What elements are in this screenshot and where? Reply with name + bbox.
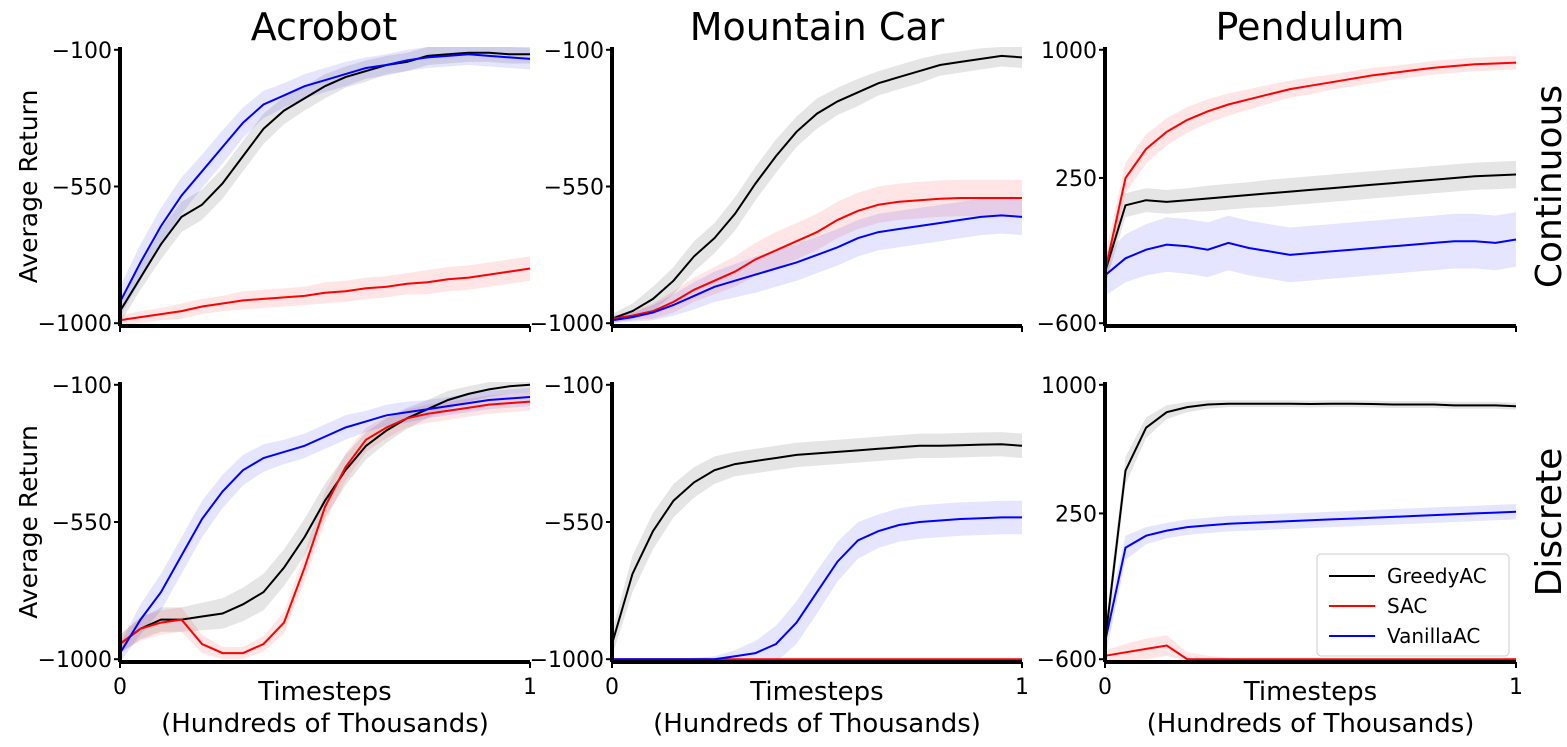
- line-discrete-mountain-car-greedyac: [611, 443, 1023, 645]
- row-label-continuous: Continuous: [1529, 85, 1567, 288]
- y-tick-label-discrete-pendulum: −600: [1037, 648, 1097, 673]
- legend-label-vanillaac: VanillaAC: [1387, 624, 1480, 648]
- line-discrete-pendulum-vanillaac: [1104, 510, 1517, 643]
- x-axis-label-line2: (Hundreds of Thousands): [161, 709, 489, 739]
- y-tick-label-discrete-acrobot: −1000: [38, 648, 112, 673]
- line-continuous-acrobot-sac: [119, 267, 531, 322]
- x-tick-label: 1: [523, 675, 537, 700]
- y-tick-label-continuous-acrobot: −550: [52, 176, 112, 201]
- y-tick-label-continuous-acrobot: −1000: [38, 312, 112, 337]
- line-continuous-pendulum-greedyac: [1104, 173, 1517, 273]
- y-tick-label-continuous-pendulum: −600: [1037, 312, 1097, 337]
- y-tick-label-discrete-pendulum: 1000: [1041, 374, 1097, 399]
- y-axis-label: Average Return: [14, 425, 43, 619]
- y-tick-label-continuous-pendulum: 250: [1055, 167, 1097, 192]
- line-discrete-acrobot-greedyac: [119, 383, 531, 645]
- band-discrete-mountain-car-vanillaac: [612, 500, 1022, 662]
- line-continuous-acrobot-greedyac: [119, 51, 530, 312]
- band-continuous-pendulum-sac: [1105, 55, 1516, 289]
- x-tick-label: 1: [1015, 675, 1029, 700]
- line-continuous-mountain-car-sac: [611, 197, 1022, 320]
- column-title-mountain-car: Mountain Car: [690, 5, 945, 49]
- line-continuous-pendulum-sac: [1104, 61, 1517, 273]
- band-discrete-pendulum-greedyac: [1105, 400, 1516, 656]
- x-tick-label: 1: [1509, 675, 1523, 700]
- line-discrete-mountain-car-vanillaac: [612, 516, 1022, 661]
- x-tick-label: 0: [605, 675, 619, 700]
- y-axis-label: Average Return: [14, 90, 43, 284]
- band-discrete-mountain-car-greedyac: [612, 432, 1022, 657]
- column-title-pendulum: Pendulum: [1216, 5, 1405, 49]
- column-title-acrobot: Acrobot: [251, 5, 398, 49]
- x-axis-label-line1: Timesteps: [257, 677, 391, 707]
- row-label-discrete: Discrete: [1529, 448, 1567, 597]
- y-tick-label-discrete-acrobot: −550: [52, 511, 112, 536]
- line-discrete-acrobot-sac: [119, 400, 531, 655]
- band-discrete-pendulum-vanillaac: [1105, 504, 1516, 660]
- line-discrete-pendulum-sac: [1104, 644, 1516, 661]
- y-tick-label-discrete-acrobot: −100: [52, 374, 112, 399]
- legend-box: [1316, 553, 1510, 657]
- line-discrete-pendulum-greedyac: [1104, 402, 1517, 643]
- x-axis-label-line1: Timesteps: [1243, 677, 1377, 707]
- band-continuous-acrobot-vanillaac: [120, 47, 530, 318]
- x-tick-label: 0: [1098, 675, 1112, 700]
- line-continuous-mountain-car-greedyac: [611, 54, 1023, 320]
- band-discrete-acrobot-vanillaac: [120, 387, 530, 662]
- x-axis-label-line2: (Hundreds of Thousands): [653, 709, 981, 739]
- y-tick-label-continuous-acrobot: −100: [52, 39, 112, 64]
- y-tick-label-discrete-mountain-car: −550: [544, 511, 604, 536]
- band-continuous-acrobot-sac: [120, 256, 530, 325]
- line-discrete-acrobot-vanillaac: [119, 396, 531, 654]
- legend-label-sac: SAC: [1387, 594, 1427, 618]
- band-continuous-pendulum-greedyac: [1105, 160, 1516, 286]
- legend-label-greedyac: GreedyAC: [1387, 564, 1487, 588]
- y-tick-label-continuous-mountain-car: −1000: [530, 312, 604, 337]
- band-continuous-mountain-car-greedyac: [612, 47, 1022, 324]
- y-tick-label-discrete-pendulum: 250: [1055, 502, 1097, 527]
- x-tick-label: 0: [113, 675, 127, 700]
- x-axis-label-line1: Timesteps: [749, 677, 883, 707]
- y-tick-label-discrete-mountain-car: −100: [544, 374, 604, 399]
- band-continuous-mountain-car-vanillaac: [612, 197, 1022, 324]
- line-continuous-mountain-car-vanillaac: [611, 214, 1023, 322]
- line-continuous-acrobot-vanillaac: [119, 53, 531, 303]
- y-tick-label-discrete-mountain-car: −1000: [530, 648, 604, 673]
- y-tick-label-continuous-mountain-car: −550: [544, 176, 604, 201]
- band-discrete-acrobot-greedyac: [120, 382, 530, 654]
- band-discrete-acrobot-sac: [120, 392, 530, 660]
- line-continuous-pendulum-vanillaac: [1104, 238, 1517, 277]
- x-axis-label-line2: (Hundreds of Thousands): [1147, 709, 1475, 739]
- y-tick-label-continuous-mountain-car: −100: [544, 39, 604, 64]
- y-tick-label-continuous-pendulum: 1000: [1041, 39, 1097, 64]
